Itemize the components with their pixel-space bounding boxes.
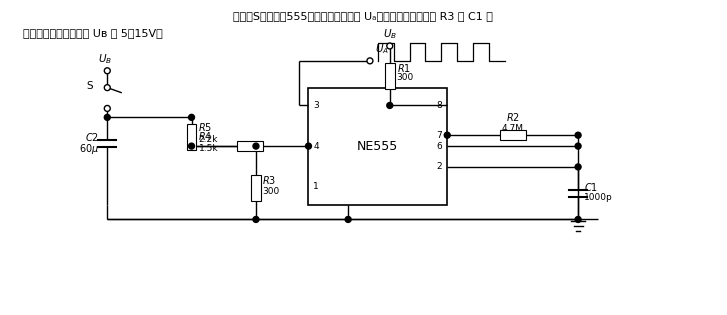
Bar bbox=[308, 88, 447, 204]
Text: 2.2k: 2.2k bbox=[198, 135, 218, 144]
Bar bbox=[237, 141, 263, 151]
Text: $R3$: $R3$ bbox=[262, 174, 276, 186]
Text: 3: 3 bbox=[313, 101, 319, 110]
Circle shape bbox=[188, 143, 195, 149]
Text: 1.5k: 1.5k bbox=[198, 144, 218, 152]
Text: $R5$: $R5$ bbox=[198, 121, 213, 133]
Text: $R1$: $R1$ bbox=[397, 62, 411, 74]
Text: 1: 1 bbox=[313, 182, 319, 191]
Circle shape bbox=[575, 132, 581, 138]
Text: 300: 300 bbox=[262, 187, 279, 196]
Text: 7: 7 bbox=[436, 131, 442, 140]
Circle shape bbox=[444, 132, 450, 138]
Bar bbox=[251, 175, 261, 201]
Circle shape bbox=[305, 143, 311, 149]
Text: $R2$: $R2$ bbox=[506, 111, 520, 123]
Text: 参数。电路的工作电压 Uʙ 为 5～15V。: 参数。电路的工作电压 Uʙ 为 5～15V。 bbox=[23, 28, 163, 38]
Text: $U_B$: $U_B$ bbox=[382, 27, 397, 41]
Bar bbox=[187, 124, 196, 150]
Circle shape bbox=[104, 68, 111, 74]
Circle shape bbox=[345, 216, 351, 222]
Text: 300: 300 bbox=[397, 73, 414, 82]
Bar bbox=[385, 63, 395, 89]
Circle shape bbox=[575, 143, 581, 149]
Text: 2: 2 bbox=[437, 163, 442, 171]
Circle shape bbox=[253, 216, 259, 222]
Text: S: S bbox=[86, 81, 93, 91]
Text: $C1$: $C1$ bbox=[584, 181, 598, 193]
Circle shape bbox=[387, 43, 393, 49]
Circle shape bbox=[575, 216, 581, 222]
Text: $U_A$: $U_A$ bbox=[375, 42, 389, 56]
Circle shape bbox=[104, 85, 111, 91]
Text: 4.7M: 4.7M bbox=[502, 124, 523, 133]
Bar bbox=[499, 130, 526, 140]
Text: $C2$: $C2$ bbox=[85, 131, 100, 143]
Text: $U_B$: $U_B$ bbox=[98, 52, 113, 66]
Circle shape bbox=[367, 58, 373, 64]
Text: 4: 4 bbox=[313, 142, 319, 151]
Circle shape bbox=[575, 164, 581, 170]
Text: 当开关S合上时，555开始输出序列脉冲 Uₐ。脉冲的频率决定于 R3 和 C1 的: 当开关S合上时，555开始输出序列脉冲 Uₐ。脉冲的频率决定于 R3 和 C1 … bbox=[233, 11, 493, 21]
Circle shape bbox=[188, 114, 195, 120]
Circle shape bbox=[387, 102, 393, 108]
Text: 6: 6 bbox=[436, 142, 442, 151]
Text: NE555: NE555 bbox=[357, 140, 398, 152]
Circle shape bbox=[253, 143, 259, 149]
Text: $60\mu$: $60\mu$ bbox=[79, 142, 100, 156]
Circle shape bbox=[104, 114, 111, 120]
Circle shape bbox=[104, 106, 111, 112]
Text: 8: 8 bbox=[436, 101, 442, 110]
Text: $R4$: $R4$ bbox=[198, 130, 213, 142]
Text: 1000p: 1000p bbox=[584, 193, 613, 202]
